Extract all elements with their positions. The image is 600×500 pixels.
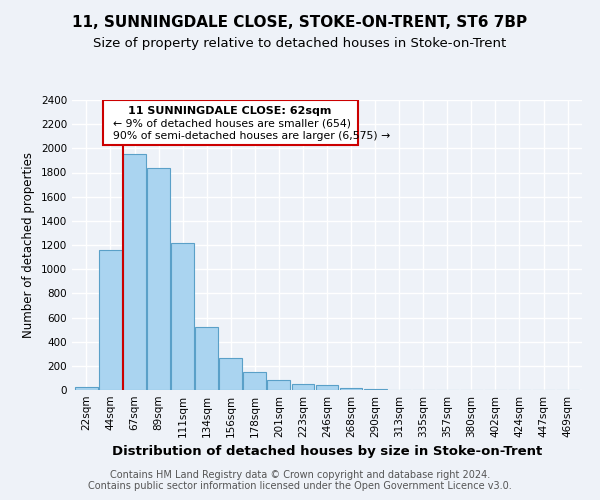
- Bar: [171, 242, 194, 390]
- X-axis label: Distribution of detached houses by size in Stoke-on-Trent: Distribution of detached houses by size …: [112, 446, 542, 458]
- Text: Contains HM Land Registry data © Crown copyright and database right 2024.: Contains HM Land Registry data © Crown c…: [110, 470, 490, 480]
- Text: 11, SUNNINGDALE CLOSE, STOKE-ON-TRENT, ST6 7BP: 11, SUNNINGDALE CLOSE, STOKE-ON-TRENT, S…: [73, 15, 527, 30]
- Text: 90% of semi-detached houses are larger (6,575) →: 90% of semi-detached houses are larger (…: [113, 132, 390, 141]
- FancyBboxPatch shape: [103, 100, 358, 145]
- Text: Contains public sector information licensed under the Open Government Licence v3: Contains public sector information licen…: [88, 481, 512, 491]
- Bar: [364, 389, 386, 390]
- Bar: [244, 372, 266, 390]
- Text: 11 SUNNINGDALE CLOSE: 62sqm: 11 SUNNINGDALE CLOSE: 62sqm: [128, 106, 332, 116]
- Bar: [316, 385, 338, 390]
- Y-axis label: Number of detached properties: Number of detached properties: [22, 152, 35, 338]
- Bar: [75, 387, 98, 390]
- Bar: [340, 388, 362, 390]
- Bar: [220, 358, 242, 390]
- Bar: [292, 384, 314, 390]
- Text: ← 9% of detached houses are smaller (654): ← 9% of detached houses are smaller (654…: [113, 119, 351, 129]
- Bar: [123, 154, 146, 390]
- Text: Size of property relative to detached houses in Stoke-on-Trent: Size of property relative to detached ho…: [94, 38, 506, 51]
- Bar: [147, 168, 170, 390]
- Bar: [195, 327, 218, 390]
- Bar: [99, 250, 122, 390]
- Bar: [268, 380, 290, 390]
